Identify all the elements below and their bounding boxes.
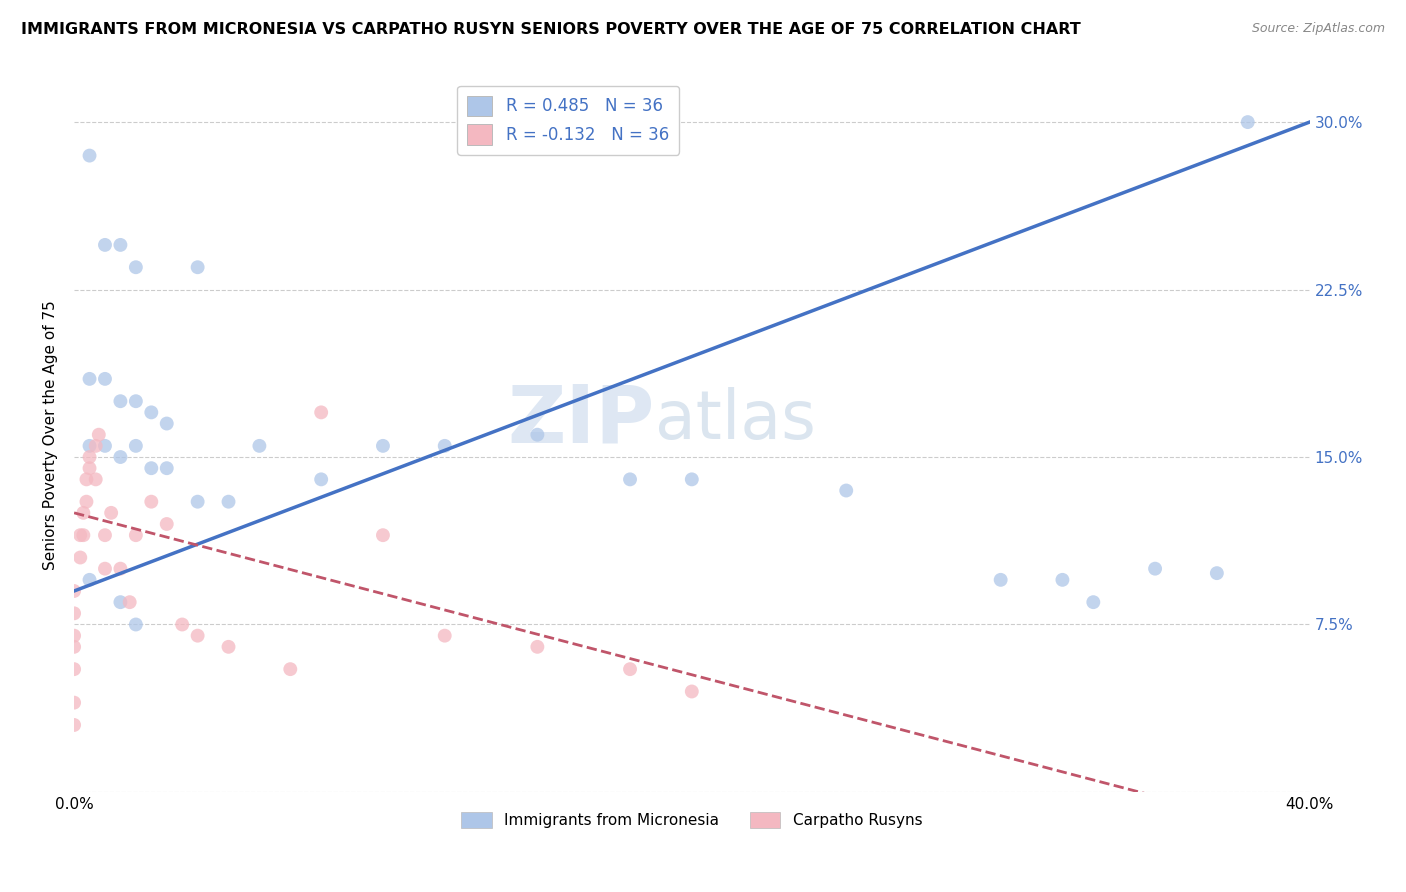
Point <box>141 494 163 508</box>
Point <box>87 427 110 442</box>
Point <box>125 439 148 453</box>
Point <box>218 494 240 508</box>
Point <box>94 372 117 386</box>
Point <box>371 528 394 542</box>
Point <box>94 528 117 542</box>
Point <box>526 640 548 654</box>
Point <box>309 472 332 486</box>
Point <box>79 372 101 386</box>
Text: IMMIGRANTS FROM MICRONESIA VS CARPATHO RUSYN SENIORS POVERTY OVER THE AGE OF 75 : IMMIGRANTS FROM MICRONESIA VS CARPATHO R… <box>21 22 1081 37</box>
Point <box>125 528 148 542</box>
Point <box>94 439 117 453</box>
Point <box>309 405 332 419</box>
Point <box>156 461 179 475</box>
Y-axis label: Seniors Poverty Over the Age of 75: Seniors Poverty Over the Age of 75 <box>44 300 58 570</box>
Point <box>94 238 117 252</box>
Point <box>75 494 97 508</box>
Point <box>79 573 101 587</box>
Point <box>69 528 91 542</box>
Point <box>72 528 94 542</box>
Point <box>100 506 122 520</box>
Point <box>141 461 163 475</box>
Point <box>118 595 141 609</box>
Point <box>79 461 101 475</box>
Point <box>63 584 86 599</box>
Point <box>110 450 132 464</box>
Point <box>125 260 148 275</box>
Point <box>526 427 548 442</box>
Point <box>681 472 703 486</box>
Point <box>247 439 270 453</box>
Point <box>79 439 101 453</box>
Point <box>63 696 86 710</box>
Point <box>84 472 107 486</box>
Point <box>1144 562 1167 576</box>
Point <box>1236 115 1258 129</box>
Point <box>1083 595 1105 609</box>
Point <box>69 550 91 565</box>
Point <box>63 629 86 643</box>
Point <box>79 450 101 464</box>
Point <box>187 494 209 508</box>
Point <box>110 394 132 409</box>
Point <box>156 417 179 431</box>
Point <box>125 394 148 409</box>
Point <box>278 662 301 676</box>
Point <box>84 439 107 453</box>
Point <box>619 662 641 676</box>
Point <box>990 573 1012 587</box>
Point <box>187 260 209 275</box>
Point <box>110 238 132 252</box>
Point <box>835 483 858 498</box>
Point <box>1052 573 1074 587</box>
Point <box>187 629 209 643</box>
Text: ZIP: ZIP <box>508 382 655 459</box>
Point <box>371 439 394 453</box>
Point <box>433 629 456 643</box>
Point <box>141 405 163 419</box>
Point <box>94 562 117 576</box>
Point <box>433 439 456 453</box>
Point <box>63 607 86 621</box>
Point <box>63 640 86 654</box>
Point <box>125 617 148 632</box>
Point <box>79 148 101 162</box>
Point <box>63 662 86 676</box>
Text: Source: ZipAtlas.com: Source: ZipAtlas.com <box>1251 22 1385 36</box>
Point <box>1205 566 1227 581</box>
Text: atlas: atlas <box>655 387 815 453</box>
Point <box>619 472 641 486</box>
Point <box>110 562 132 576</box>
Point <box>156 516 179 531</box>
Legend: Immigrants from Micronesia, Carpatho Rusyns: Immigrants from Micronesia, Carpatho Rus… <box>456 806 928 834</box>
Point <box>75 472 97 486</box>
Point <box>110 595 132 609</box>
Point <box>63 718 86 732</box>
Point <box>681 684 703 698</box>
Point <box>172 617 194 632</box>
Point <box>218 640 240 654</box>
Point <box>72 506 94 520</box>
